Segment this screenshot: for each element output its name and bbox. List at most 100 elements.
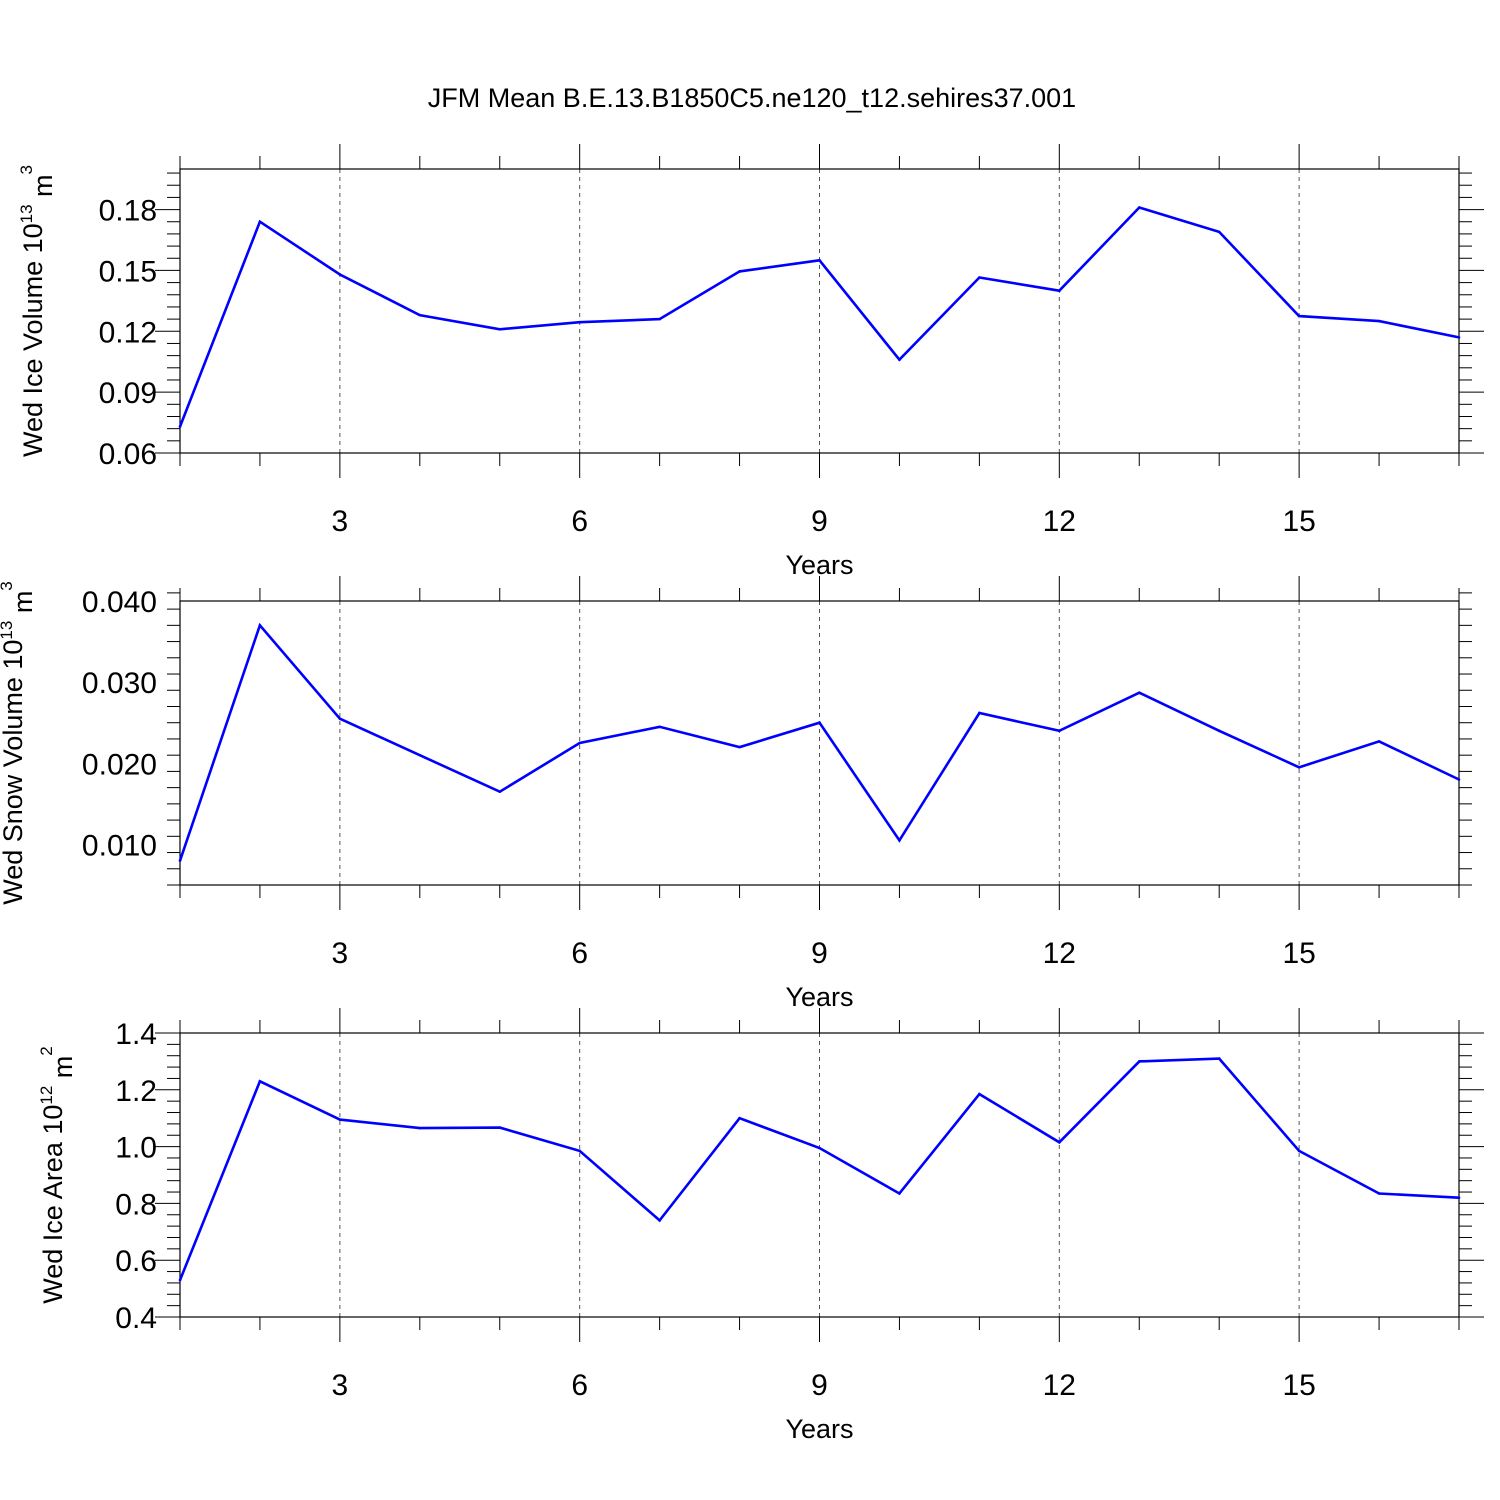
data-point <box>578 1149 581 1153</box>
data-point <box>258 624 262 627</box>
data-point <box>658 725 661 729</box>
data-point <box>1457 1196 1461 1200</box>
x-tick-label: 6 <box>571 1369 588 1402</box>
data-point <box>658 317 661 321</box>
data-point <box>578 320 581 324</box>
data-point <box>178 859 182 862</box>
x-tick-label: 12 <box>1043 1369 1076 1402</box>
x-tick-label: 12 <box>1043 937 1076 970</box>
x-tick-label: 9 <box>811 505 828 538</box>
x-axis-title: Years <box>785 1414 853 1444</box>
data-point <box>1457 778 1461 781</box>
data-point <box>178 1278 182 1282</box>
x-axis-title: Years <box>785 550 853 580</box>
data-point <box>338 717 342 720</box>
data-point <box>1377 1192 1381 1195</box>
data-point <box>498 1126 502 1129</box>
y-axis-title-part: Wed Ice Area 10 <box>38 1105 68 1304</box>
y-axis-title: Wed Ice Area 1012 m2 <box>37 1046 78 1304</box>
data-point <box>1297 766 1301 769</box>
data-point <box>1217 729 1221 733</box>
y-tick-label: 0.010 <box>82 829 157 862</box>
data-point <box>498 790 502 793</box>
data-point <box>578 741 581 745</box>
panels: 0.06 0.09 0.12 0.15 0.18 3 6 9 12 15 Years Wed Ice … <box>0 144 1484 1444</box>
x-tick-label: 6 <box>571 505 588 538</box>
y-tick-label: 1.2 <box>115 1075 157 1108</box>
data-point <box>1297 314 1301 318</box>
y-axis-title-superscript: 13 <box>0 621 16 640</box>
x-tick-label: 3 <box>332 1369 349 1402</box>
data-point <box>1217 1057 1221 1060</box>
data-point <box>818 721 821 725</box>
y-tick-label: 0.06 <box>99 438 157 471</box>
y-axis-title: Wed Ice Volume 1013 m3 <box>17 165 58 457</box>
y-axis-title-superscript: 13 <box>17 204 36 223</box>
y-axis-title-part: Wed Ice Volume 10 <box>18 223 48 457</box>
y-axis-title-superscript: 12 <box>37 1086 56 1105</box>
x-tick-label: 15 <box>1282 505 1315 538</box>
data-point <box>338 273 342 276</box>
data-point <box>658 1219 661 1222</box>
y-axis-title-part: m <box>28 174 58 204</box>
panel-1: 0.06 0.09 0.12 0.15 0.18 3 6 9 12 15 Years Wed Ice … <box>17 144 1484 580</box>
data-point <box>1058 729 1061 733</box>
data-point <box>338 1118 342 1121</box>
data-point <box>978 276 981 279</box>
data-point <box>1137 691 1141 694</box>
data-point <box>898 839 901 842</box>
data-point <box>978 711 981 715</box>
data-point <box>418 753 422 757</box>
data-point <box>1058 1141 1061 1144</box>
y-tick-label: 0.020 <box>82 748 157 781</box>
data-point <box>1457 336 1461 339</box>
data-point <box>818 1146 821 1150</box>
y-axis-title-part: Wed Snow Volume 10 <box>0 640 28 905</box>
data-point <box>1297 1149 1301 1153</box>
y-tick-label: 0.040 <box>82 586 157 619</box>
data-point <box>738 745 741 749</box>
y-axis-title-superscript: 3 <box>0 581 16 590</box>
y-tick-label: 0.4 <box>115 1302 157 1335</box>
data-point <box>738 1116 741 1120</box>
y-axis-title-superscript: 2 <box>37 1046 56 1055</box>
panel-3: 0.4 0.6 0.8 1.0 1.2 1.4 3 6 9 12 15 Years Wed Ice Ar… <box>37 1008 1484 1444</box>
data-point <box>178 425 182 428</box>
data-point <box>258 1079 262 1083</box>
data-point <box>258 220 262 224</box>
panel-2: 0.010 0.020 0.030 0.040 3 6 9 12 15 Years Wed Snow… <box>0 576 1472 1012</box>
data-point <box>498 327 502 331</box>
data-point <box>978 1092 981 1096</box>
figure-title: JFM Mean B.E.13.B1850C5.ne120_t12.sehire… <box>428 83 1076 113</box>
x-tick-label: 15 <box>1282 1369 1315 1402</box>
y-tick-label: 0.8 <box>115 1188 157 1221</box>
data-point <box>738 270 741 273</box>
data-point <box>1058 289 1061 293</box>
y-tick-label: 0.030 <box>82 667 157 700</box>
y-axis-title-part: m <box>48 1056 78 1086</box>
y-axis-title-superscript: 3 <box>17 165 36 174</box>
data-point <box>1217 230 1221 234</box>
y-tick-label: 0.09 <box>99 377 157 410</box>
data-point <box>1137 206 1141 209</box>
x-tick-label: 3 <box>332 937 349 970</box>
data-point <box>898 358 901 361</box>
data-point <box>418 313 422 317</box>
y-tick-label: 1.0 <box>115 1132 157 1165</box>
y-axis-title: Wed Snow Volume 1013 m3 <box>0 581 38 905</box>
x-tick-label: 6 <box>571 937 588 970</box>
data-point <box>898 1192 901 1195</box>
y-axis-title-part: m <box>8 591 38 621</box>
x-tick-label: 3 <box>332 505 349 538</box>
y-tick-label: 0.15 <box>99 255 157 288</box>
y-tick-label: 0.12 <box>99 316 157 349</box>
data-point <box>818 258 821 262</box>
x-axis-title: Years <box>785 982 853 1012</box>
y-tick-label: 0.6 <box>115 1245 157 1278</box>
data-point <box>1137 1060 1141 1063</box>
data-point <box>418 1126 422 1130</box>
x-tick-label: 9 <box>811 937 828 970</box>
y-tick-label: 0.18 <box>99 195 157 228</box>
y-tick-label: 1.4 <box>115 1018 157 1051</box>
